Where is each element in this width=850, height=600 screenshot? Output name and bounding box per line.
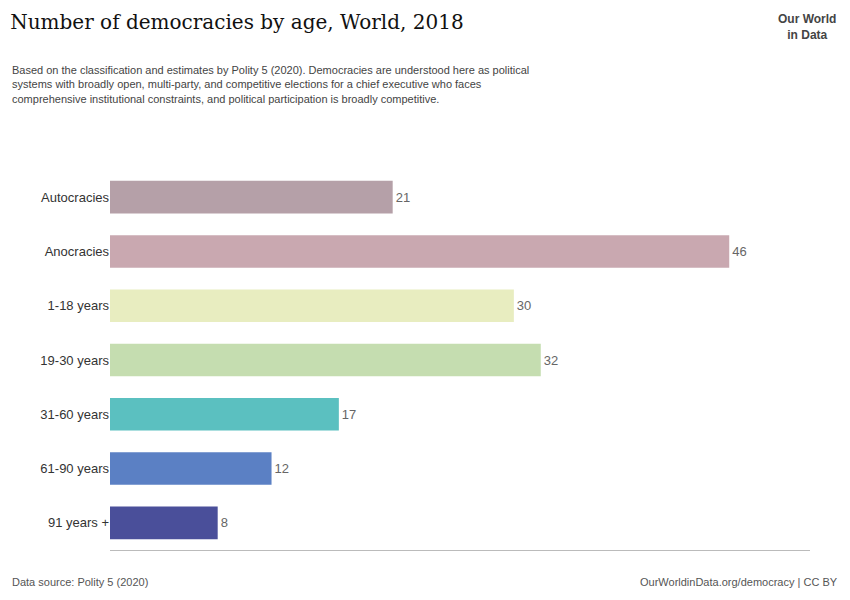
svg-text:8: 8 [221,515,228,530]
svg-text:1-18 years: 1-18 years [48,298,110,313]
svg-text:17: 17 [342,407,356,422]
svg-text:12: 12 [275,461,289,476]
svg-text:19-30 years: 19-30 years [40,353,109,368]
svg-text:91 years +: 91 years + [48,515,109,530]
svg-text:Our Worldin Data: Our Worldin Data [778,12,836,42]
svg-text:30: 30 [517,298,531,313]
svg-text:21: 21 [396,190,410,205]
svg-text:46: 46 [732,244,746,259]
svg-text:Based on the classification an: Based on the classification and estimate… [12,64,529,105]
svg-text:OurWorldinData.org/democracy |: OurWorldinData.org/democracy | CC BY [640,576,838,588]
svg-text:Anocracies: Anocracies [45,244,110,259]
svg-text:Number of democracies by age,: Number of democracies by age, World, 201… [10,10,463,34]
svg-text:61-90 years: 61-90 years [40,461,109,476]
svg-text:31-60 years: 31-60 years [40,407,109,422]
svg-text:32: 32 [544,353,558,368]
svg-text:Data source: Polity 5 (2020): Data source: Polity 5 (2020) [12,576,148,588]
svg-text:Autocracies: Autocracies [41,190,109,205]
